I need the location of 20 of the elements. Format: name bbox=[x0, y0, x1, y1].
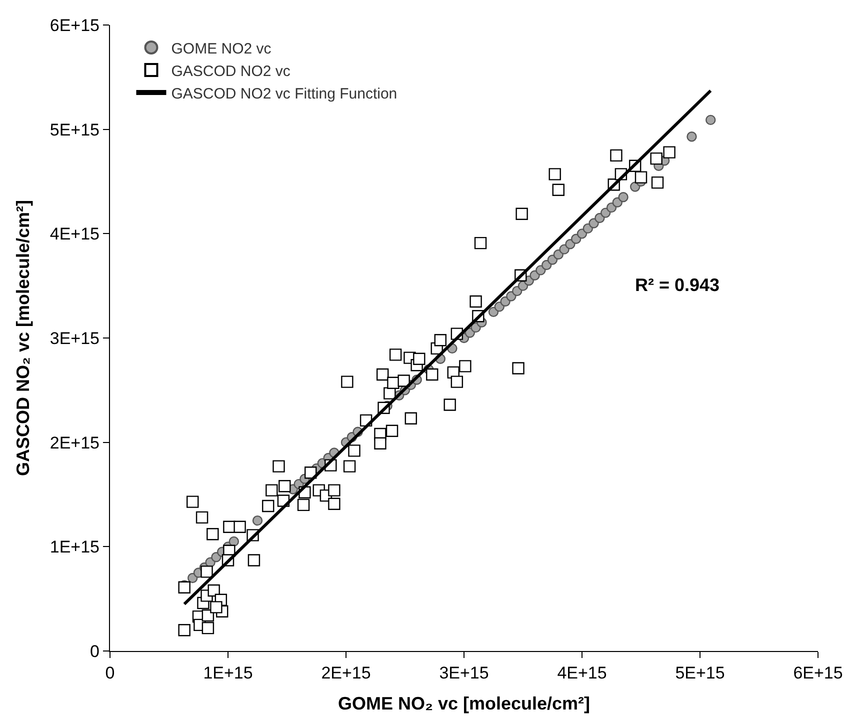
y-tick-label: 3E+15 bbox=[50, 328, 100, 348]
legend-label: GASCOD NO2 vc bbox=[171, 62, 291, 80]
x-tick-label: 4E+15 bbox=[557, 664, 607, 682]
x-axis-title: GOME NO₂ vc [molecule/cm²] bbox=[338, 694, 590, 714]
x-tick-label: 6E+15 bbox=[793, 664, 843, 682]
x-tick-label: 0 bbox=[105, 664, 115, 682]
y-axis-title: GASCOD NO₂ vc [molecule/cm²] bbox=[13, 200, 34, 476]
x-tick-label: 3E+15 bbox=[439, 664, 489, 682]
legend-label: GASCOD NO2 vc Fitting Function bbox=[171, 85, 398, 102]
x-tick-label: 1E+15 bbox=[203, 664, 253, 682]
x-tick-label: 5E+15 bbox=[675, 664, 725, 682]
y-tick-label: 4E+15 bbox=[50, 224, 100, 244]
y-tick-label: 5E+15 bbox=[50, 120, 100, 140]
y-tick-label: 6E+15 bbox=[50, 16, 100, 35]
y-tick-label: 2E+15 bbox=[50, 433, 100, 452]
annotation: R² = 0.943 bbox=[635, 275, 720, 295]
legend-label: GOME NO2 vc bbox=[171, 40, 272, 58]
x-tick-label: 2E+15 bbox=[321, 664, 371, 682]
y-tick-label: 0 bbox=[90, 642, 100, 661]
y-tick-label: 1E+15 bbox=[50, 538, 100, 557]
